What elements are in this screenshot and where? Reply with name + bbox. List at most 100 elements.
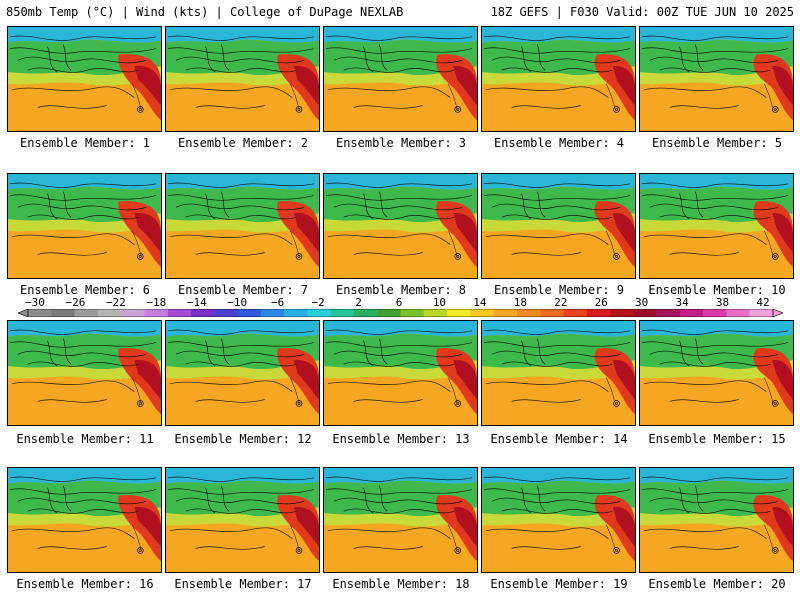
colorbar-swatch (516, 309, 541, 317)
colorbar-swatch (679, 309, 704, 317)
temperature-colorbar (18, 309, 783, 317)
temperature-map (8, 468, 161, 572)
colorbar-swatch (610, 309, 634, 317)
colorbar-swatch (563, 309, 587, 317)
colorbar-tick-label: −14 (186, 296, 207, 309)
ensemble-member-map (7, 320, 162, 426)
colorbar-min-arrow (18, 309, 29, 317)
colorbar-frame (27, 309, 774, 317)
temperature-map (324, 27, 477, 131)
colorbar-tick-label: −30 (25, 296, 45, 309)
temperature-map (482, 321, 635, 425)
colorbar-tick-label: 26 (594, 296, 608, 309)
ensemble-member-map (639, 320, 794, 426)
colorbar-labels: −30 −26 −22 −18 −14 −10 −6 −2 2 6 10 14 18 22 26 30 34 38… (0, 296, 800, 309)
colorbar-swatch (749, 309, 774, 317)
colorbar-max-arrow (772, 309, 783, 317)
colorbar-tick-label: 10 (432, 296, 447, 309)
colorbar-tick-label: 30 (635, 296, 649, 309)
temperature-map (166, 174, 319, 278)
colorbar-tick-label: 14 (473, 296, 487, 309)
temperature-map (640, 174, 793, 278)
colorbar-swatch (74, 309, 99, 317)
colorbar-swatch (423, 309, 448, 317)
ensemble-member-map (481, 467, 636, 573)
ensemble-member-label: Ensemble Member: 10 (648, 283, 786, 297)
temperature-map (482, 27, 635, 131)
temperature-map (8, 321, 161, 425)
ensemble-member-map (639, 467, 794, 573)
ensemble-member-map (323, 320, 478, 426)
colorbar-tick-label: −2 (311, 296, 325, 309)
temperature-map (166, 321, 319, 425)
ensemble-member-label: Ensemble Member: 9 (493, 283, 625, 297)
colorbar-swatch (493, 309, 518, 317)
ensemble-member-map (481, 320, 636, 426)
colorbar-tick-label: 18 (513, 296, 527, 309)
temperature-map (324, 174, 477, 278)
ensemble-member-map (323, 467, 478, 573)
colorbar-tick-label: −6 (271, 296, 285, 309)
ensemble-member-label: Ensemble Member: 1 (19, 136, 151, 150)
colorbar-swatch (353, 309, 378, 317)
colorbar-swatch (586, 309, 611, 317)
ensemble-member-label: Ensemble Member: 14 (490, 432, 628, 446)
temperature-map (166, 27, 319, 131)
temperature-map (482, 468, 635, 572)
colorbar-tick-label: 22 (554, 296, 568, 309)
colorbar-swatch (28, 309, 52, 317)
ensemble-member-map (639, 26, 794, 132)
ensemble-member-label: Ensemble Member: 18 (332, 577, 470, 591)
colorbar-swatch (167, 309, 192, 317)
colorbar-swatch (190, 309, 215, 317)
colorbar-swatch (284, 309, 308, 317)
ensemble-member-map (323, 173, 478, 279)
colorbar-tick-label: −26 (65, 296, 86, 309)
colorbar-tick-label: 38 (715, 296, 730, 309)
temperature-map (640, 321, 793, 425)
temperature-map (640, 468, 793, 572)
colorbar-swatch (97, 309, 122, 317)
ensemble-member-label: Ensemble Member: 4 (493, 136, 625, 150)
ensemble-member-label: Ensemble Member: 16 (16, 577, 154, 591)
ensemble-member-map (7, 26, 162, 132)
run-info: 18Z GEFS | F030 Valid: 00Z TUE JUN 10 20… (490, 5, 794, 19)
colorbar-tick-label: −22 (105, 296, 126, 309)
ensemble-member-label: Ensemble Member: 5 (651, 136, 783, 150)
colorbar-swatch (470, 309, 494, 317)
temperature-map (166, 468, 319, 572)
product-title: 850mb Temp (°C) | Wind (kts) | College o… (6, 5, 404, 19)
header-bar: 850mb Temp (°C) | Wind (kts) | College o… (0, 0, 800, 22)
colorbar-swatch (377, 309, 401, 317)
ensemble-member-map (165, 26, 320, 132)
colorbar-swatch (330, 309, 355, 317)
ensemble-member-label: Ensemble Member: 2 (177, 136, 309, 150)
temperature-map (324, 468, 477, 572)
ensemble-member-map (7, 173, 162, 279)
ensemble-member-map (639, 173, 794, 279)
ensemble-member-map (7, 467, 162, 573)
temperature-map (640, 27, 793, 131)
colorbar-tick-label: 42 (756, 296, 770, 309)
colorbar-swatch (51, 309, 75, 317)
colorbar-swatch (656, 309, 681, 317)
ensemble-member-map (165, 467, 320, 573)
ensemble-member-map (481, 26, 636, 132)
ensemble-member-map (323, 26, 478, 132)
colorbar-swatch (447, 309, 471, 317)
ensemble-member-map (165, 320, 320, 426)
ensemble-member-label: Ensemble Member: 6 (19, 283, 151, 297)
colorbar-swatch (400, 309, 424, 317)
colorbar-swatch (144, 309, 168, 317)
ensemble-member-map (165, 173, 320, 279)
colorbar-swatch (540, 309, 564, 317)
temperature-map (482, 174, 635, 278)
colorbar-tick-label: −18 (146, 296, 167, 309)
ensemble-member-label: Ensemble Member: 8 (335, 283, 467, 297)
colorbar-swatch (633, 309, 657, 317)
ensemble-member-label: Ensemble Member: 12 (174, 432, 312, 446)
colorbar-swatch (307, 309, 331, 317)
temperature-map (324, 321, 477, 425)
colorbar-tick-label: −10 (227, 296, 248, 309)
colorbar-tick-label: 6 (395, 296, 403, 309)
